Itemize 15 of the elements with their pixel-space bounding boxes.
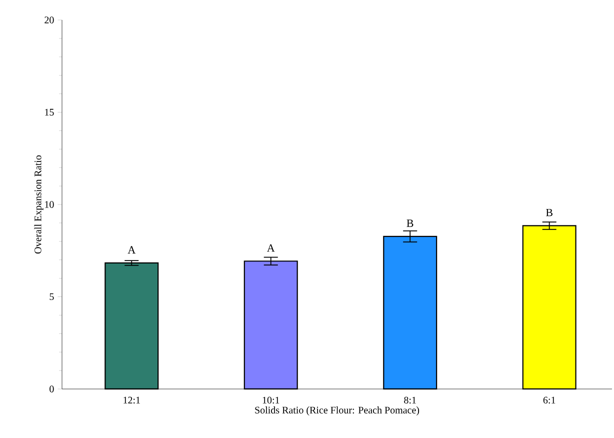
annotation: A [128, 246, 136, 254]
x-tick-label: 6:1 [543, 396, 556, 404]
x-tick-label: 12:1 [124, 396, 140, 404]
annotation: A [267, 244, 275, 252]
y-tick-label: 15 [45, 108, 54, 116]
y-axis-title: Overall Expansion Ratio [34, 155, 44, 254]
annotation: B [546, 208, 552, 216]
x-tick-label: 8:1 [404, 396, 416, 404]
y-tick-label: 0 [50, 386, 54, 392]
y-tick-label: 20 [44, 16, 54, 24]
x-axis-title: Solids Ratio (Rice Flour: Peach Pomace) [255, 406, 420, 416]
annotation: B [406, 220, 414, 227]
y-tick-label: 5 [50, 293, 54, 300]
x-tick-label: 10:1 [262, 396, 280, 404]
y-tick-label: 10 [45, 201, 54, 208]
